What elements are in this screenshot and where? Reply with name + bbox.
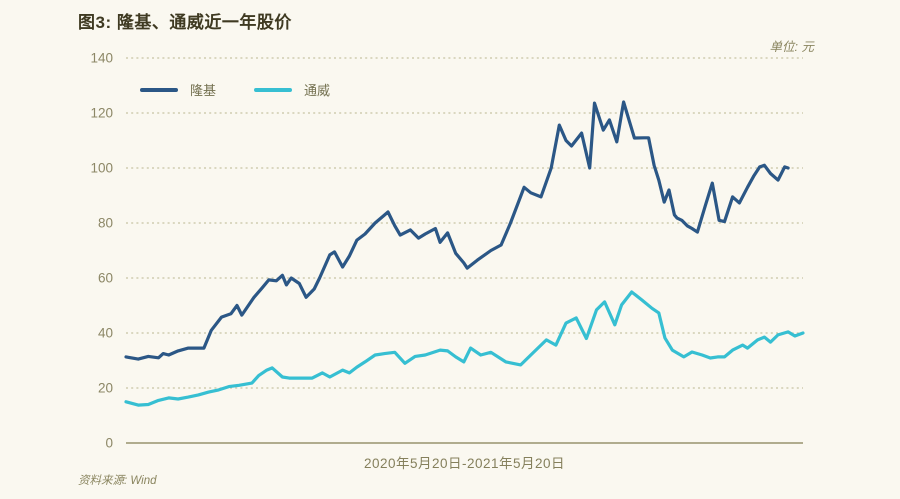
chart-legend: 隆基 通威 [140,80,330,99]
y-tick-label-60: 60 [98,271,113,286]
y-tick-label-120: 120 [90,106,113,121]
y-tick-label-0: 0 [105,436,113,451]
y-tick-label-100: 100 [90,161,113,176]
x-axis-date-range-label: 2020年5月20日-2021年5月20日 [363,456,566,471]
y-tick-label-80: 80 [98,216,113,231]
legend-item-tongwei: 通威 [254,80,330,99]
y-tick-label-40: 40 [98,326,113,341]
figure-title: 图3: 隆基、通威近一年股价 [78,13,292,32]
tongwei-line-swatch-icon [254,87,293,92]
unit-label: 单位: 元 [769,40,814,54]
series-line-longi [124,100,790,361]
data-source-label: 资料来源: Wind [78,475,157,487]
legend-label-longi: 隆基 [190,83,217,98]
legend-label-tongwei: 通威 [304,83,331,98]
y-tick-label-20: 20 [98,381,113,396]
y-tick-label-140: 140 [90,51,113,66]
longi-line-swatch-icon [140,87,178,92]
legend-item-longi: 隆基 [140,80,216,99]
series-line-tongwei [124,290,805,407]
